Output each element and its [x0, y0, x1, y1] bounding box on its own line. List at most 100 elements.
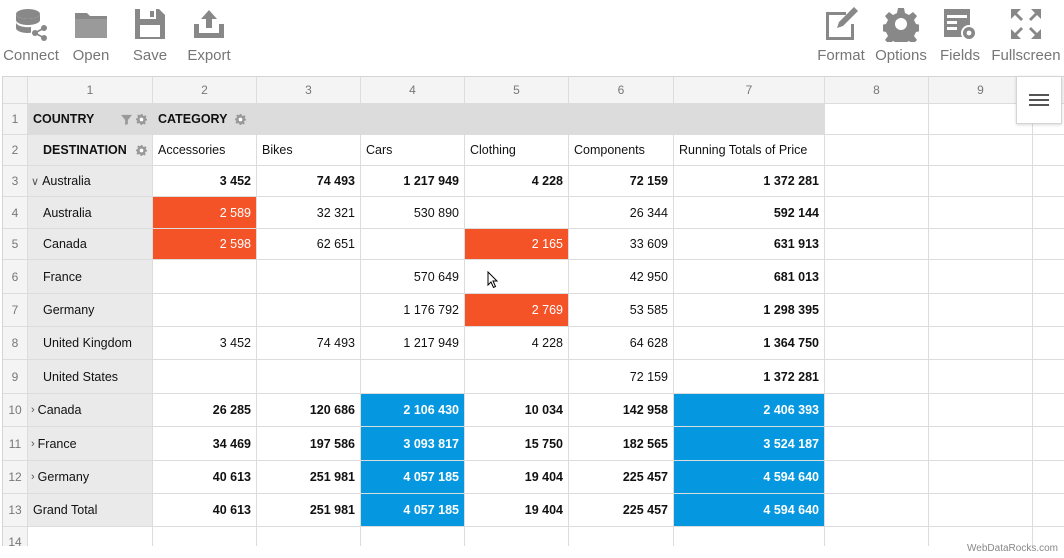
data-cell[interactable]: 1 372 281 — [674, 360, 825, 394]
data-cell[interactable]: 33 609 — [569, 229, 674, 260]
toolbar-format-button[interactable]: Format — [806, 0, 876, 70]
data-cell[interactable]: 1 364 750 — [674, 327, 825, 360]
data-cell[interactable]: 2 589 — [153, 197, 257, 229]
data-cell[interactable]: 197 586 — [257, 427, 361, 461]
row-number-header[interactable]: 8 — [3, 327, 28, 360]
data-cell[interactable]: 4 057 185 — [361, 461, 465, 494]
filter-icon[interactable] — [121, 114, 132, 125]
row-header[interactable]: › Canada — [28, 394, 153, 427]
data-cell[interactable]: 251 981 — [257, 461, 361, 494]
data-cell[interactable]: 64 628 — [569, 327, 674, 360]
toolbar-options-button[interactable]: Options — [866, 0, 936, 70]
column-number-header[interactable]: 6 — [569, 77, 674, 104]
data-cell[interactable]: 4 228 — [465, 327, 569, 360]
data-cell[interactable]: 681 013 — [674, 260, 825, 294]
data-cell[interactable] — [465, 260, 569, 294]
row-header[interactable]: ∨ Australia — [28, 166, 153, 197]
row-number-header[interactable]: 2 — [3, 135, 28, 166]
data-cell[interactable] — [257, 260, 361, 294]
row-number-header[interactable]: 6 — [3, 260, 28, 294]
data-cell[interactable]: 2 769 — [465, 294, 569, 327]
row-number-header[interactable]: 12 — [3, 461, 28, 494]
data-cell[interactable]: 2 106 430 — [361, 394, 465, 427]
row-header[interactable]: Germany — [28, 294, 153, 327]
data-cell[interactable]: 72 159 — [569, 360, 674, 394]
field-settings-icon[interactable] — [235, 113, 247, 125]
data-cell[interactable]: 4 228 — [465, 166, 569, 197]
data-cell[interactable]: 74 493 — [257, 166, 361, 197]
data-cell[interactable]: 34 469 — [153, 427, 257, 461]
field-settings-icon[interactable] — [136, 144, 147, 156]
data-cell[interactable] — [153, 294, 257, 327]
row-number-header[interactable]: 10 — [3, 394, 28, 427]
row-number-header[interactable]: 13 — [3, 494, 28, 527]
data-cell[interactable]: 10 034 — [465, 394, 569, 427]
row-number-header[interactable]: 5 — [3, 229, 28, 260]
category-column-header[interactable]: Clothing — [465, 135, 569, 166]
field-settings-icon[interactable] — [136, 113, 147, 125]
data-cell[interactable]: 120 686 — [257, 394, 361, 427]
row-number-header[interactable]: 1 — [3, 104, 28, 135]
data-cell[interactable] — [361, 229, 465, 260]
column-number-header[interactable]: 8 — [825, 77, 929, 104]
column-number-header[interactable]: 2 — [153, 77, 257, 104]
data-cell[interactable] — [153, 260, 257, 294]
data-cell[interactable]: 3 452 — [153, 327, 257, 360]
data-cell[interactable] — [465, 360, 569, 394]
row-number-header[interactable]: 3 — [3, 166, 28, 197]
data-cell[interactable]: 1 176 792 — [361, 294, 465, 327]
toolbar-fullscreen-button[interactable]: Fullscreen — [991, 0, 1061, 70]
grid-menu-button[interactable] — [1016, 76, 1062, 124]
data-cell[interactable]: 26 285 — [153, 394, 257, 427]
data-cell[interactable]: 62 651 — [257, 229, 361, 260]
data-cell[interactable]: 2 406 393 — [674, 394, 825, 427]
column-field-header[interactable]: CATEGORY — [153, 104, 825, 135]
category-column-header[interactable]: Accessories — [153, 135, 257, 166]
data-cell[interactable]: 592 144 — [674, 197, 825, 229]
data-cell[interactable]: 19 404 — [465, 461, 569, 494]
data-cell[interactable]: 3 093 817 — [361, 427, 465, 461]
data-cell[interactable]: 530 890 — [361, 197, 465, 229]
toolbar-open-button[interactable]: Open — [56, 0, 126, 70]
data-cell[interactable]: 225 457 — [569, 494, 674, 527]
toolbar-fields-button[interactable]: Fields — [925, 0, 995, 70]
data-cell[interactable]: 2 598 — [153, 229, 257, 260]
chevron-right-icon[interactable]: › — [31, 437, 35, 450]
column-number-header[interactable]: 9 — [929, 77, 1033, 104]
data-cell[interactable]: 142 958 — [569, 394, 674, 427]
row-header[interactable]: France — [28, 260, 153, 294]
data-cell[interactable] — [153, 360, 257, 394]
row-number-header[interactable]: 4 — [3, 197, 28, 229]
data-cell[interactable]: 15 750 — [465, 427, 569, 461]
data-cell[interactable]: 1 298 395 — [674, 294, 825, 327]
data-cell[interactable]: 182 565 — [569, 427, 674, 461]
category-column-header[interactable]: Components — [569, 135, 674, 166]
column-number-header[interactable]: 1 — [28, 77, 153, 104]
sub-row-field-header[interactable]: DESTINATION — [28, 135, 153, 166]
data-cell[interactable]: 42 950 — [569, 260, 674, 294]
data-cell[interactable]: 40 613 — [153, 461, 257, 494]
data-cell[interactable]: 1 217 949 — [361, 166, 465, 197]
row-number-header[interactable]: 7 — [3, 294, 28, 327]
chevron-right-icon[interactable]: › — [31, 404, 35, 416]
data-cell[interactable]: 4 057 185 — [361, 494, 465, 527]
data-cell[interactable]: 631 913 — [674, 229, 825, 260]
data-cell[interactable]: 53 585 — [569, 294, 674, 327]
data-cell[interactable]: 1 217 949 — [361, 327, 465, 360]
data-cell[interactable]: 570 649 — [361, 260, 465, 294]
category-column-header[interactable]: Bikes — [257, 135, 361, 166]
row-header[interactable]: Grand Total — [28, 494, 153, 527]
row-header[interactable]: Australia — [28, 197, 153, 229]
row-number-header[interactable]: 11 — [3, 427, 28, 461]
chevron-right-icon[interactable]: › — [31, 471, 35, 483]
data-cell[interactable]: 3 452 — [153, 166, 257, 197]
data-cell[interactable]: 74 493 — [257, 327, 361, 360]
data-cell[interactable]: 32 321 — [257, 197, 361, 229]
row-header[interactable]: Canada — [28, 229, 153, 260]
data-cell[interactable]: 2 165 — [465, 229, 569, 260]
row-field-header[interactable]: COUNTRY — [28, 104, 153, 135]
row-header[interactable]: › France — [28, 427, 153, 461]
category-column-header[interactable]: Running Totals of Price — [674, 135, 825, 166]
data-cell[interactable]: 3 524 187 — [674, 427, 825, 461]
data-cell[interactable]: 19 404 — [465, 494, 569, 527]
